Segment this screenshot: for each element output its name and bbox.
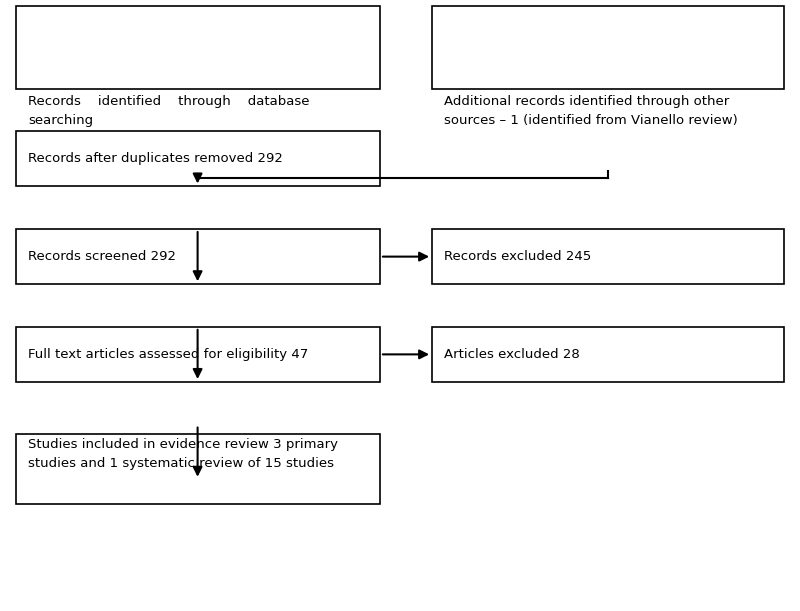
Bar [16, 229, 380, 284]
Bar [16, 327, 380, 382]
Bar [432, 6, 784, 89]
Text: Records    identified    through    database
searching: Records identified through database sear… [28, 95, 310, 126]
Bar [16, 6, 380, 89]
Bar [16, 131, 380, 186]
Text: Records after duplicates removed 292: Records after duplicates removed 292 [28, 152, 283, 166]
Text: Records screened 292: Records screened 292 [28, 250, 176, 263]
Text: Articles excluded 28: Articles excluded 28 [444, 348, 580, 361]
Bar [16, 434, 380, 504]
Bar [432, 229, 784, 284]
Text: Additional records identified through other
sources – 1 (identified from Vianell: Additional records identified through ot… [444, 95, 738, 126]
Text: Full text articles assessed for eligibility 47: Full text articles assessed for eligibil… [28, 348, 308, 361]
Text: Records excluded 245: Records excluded 245 [444, 250, 591, 263]
Text: Studies included in evidence review 3 primary
studies and 1 systematic review of: Studies included in evidence review 3 pr… [28, 438, 338, 470]
Bar [432, 327, 784, 382]
